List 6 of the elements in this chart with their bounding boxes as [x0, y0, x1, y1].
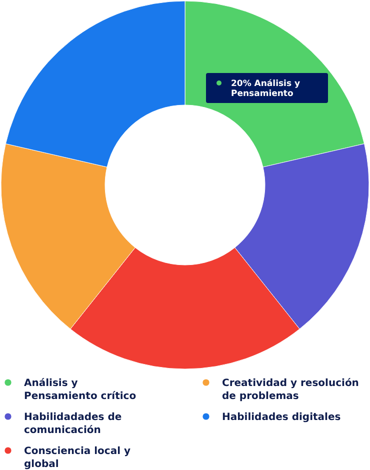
text: 20% Análisis y Pensamiento — [231, 79, 300, 99]
legend-label: Análisis y Pensamiento crítico — [24, 378, 136, 402]
legend-label: Consciencia local y global — [24, 446, 132, 470]
legend-label: Creatividad y resolución de problemas — [222, 378, 359, 402]
legend-label: Habilidades digitales — [222, 412, 341, 423]
legend-label: Habilidadades de comunicación — [24, 412, 122, 436]
